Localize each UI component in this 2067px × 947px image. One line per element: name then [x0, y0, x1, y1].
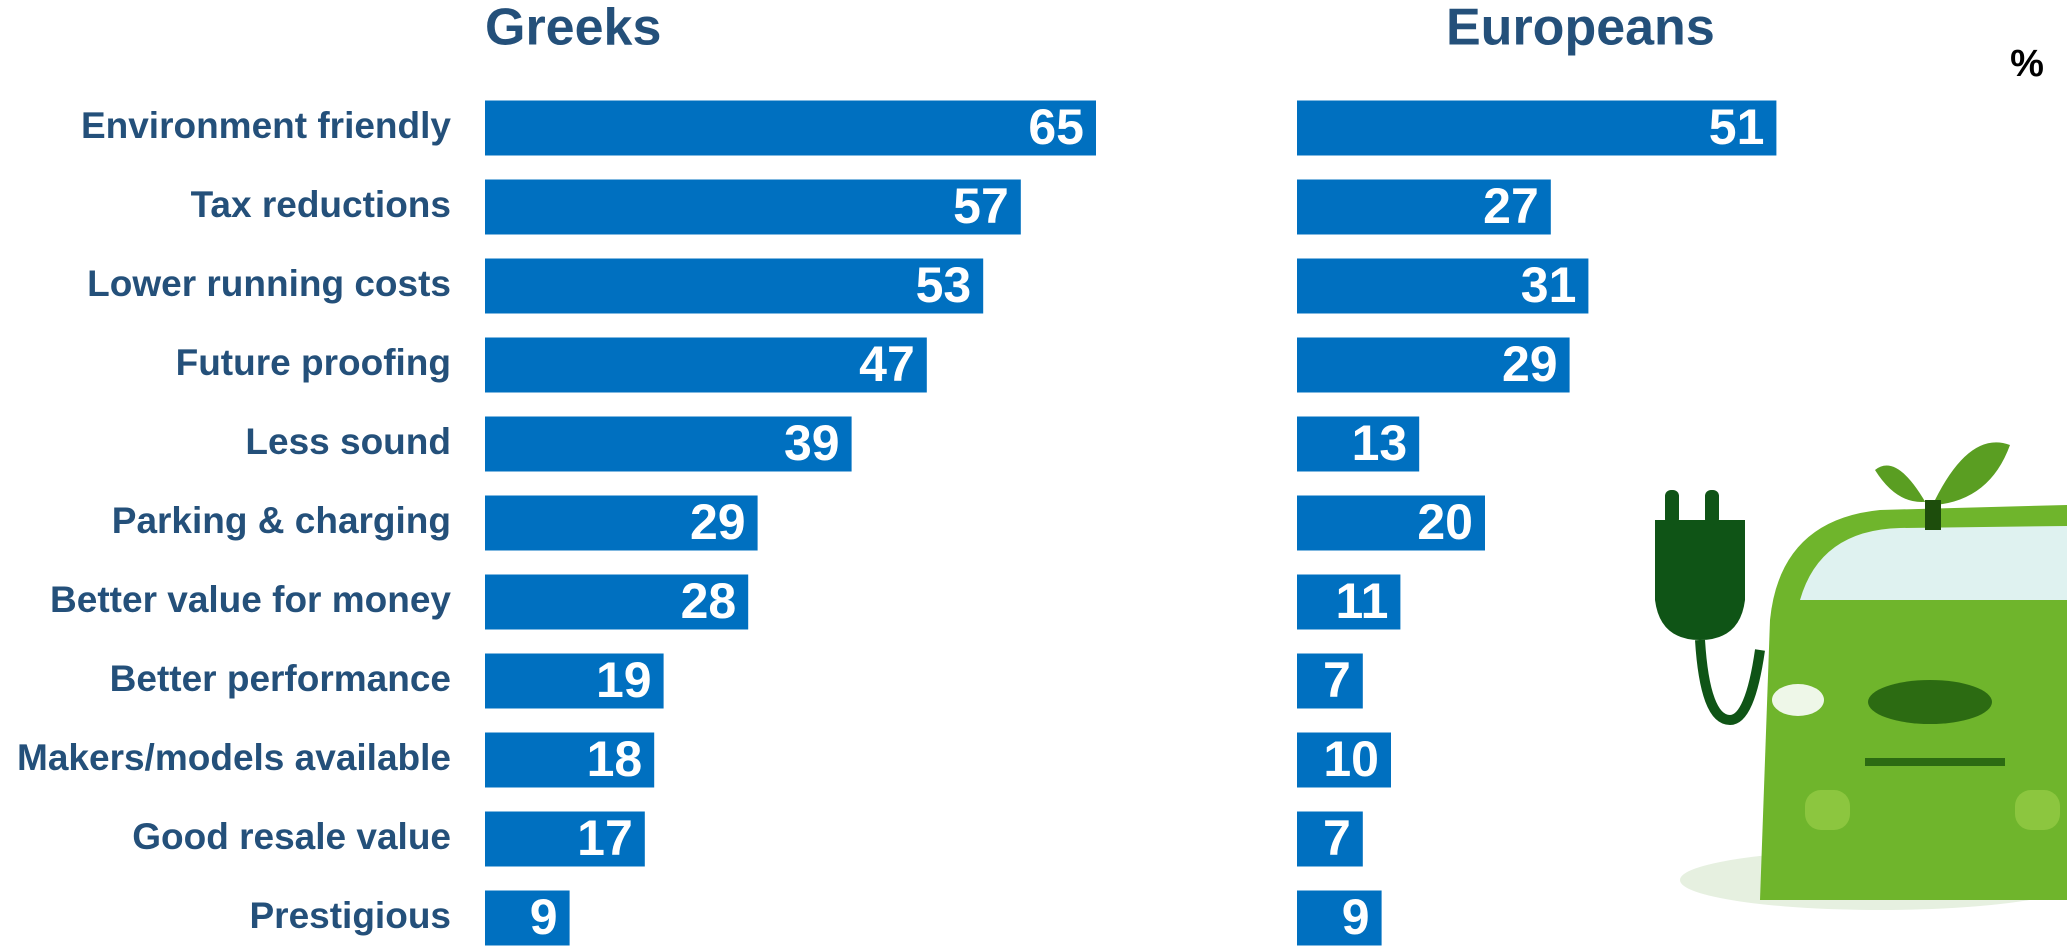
value-label: 9: [530, 889, 558, 945]
category-label: Tax reductions: [191, 184, 451, 225]
chart-title: Europeans: [1446, 0, 1715, 57]
category-label: Lower running costs: [87, 263, 451, 304]
value-label: 28: [681, 573, 737, 629]
bar: [485, 180, 1021, 235]
value-label: 19: [596, 652, 652, 708]
chart-title: Greeks: [485, 0, 661, 57]
value-label: 47: [859, 336, 915, 392]
value-label: 31: [1521, 257, 1577, 313]
value-label: 53: [916, 257, 972, 313]
category-label: Better performance: [110, 658, 451, 699]
value-label: 13: [1352, 415, 1408, 471]
value-label: 18: [587, 731, 643, 787]
value-label: 20: [1417, 494, 1473, 550]
bar: [485, 259, 983, 314]
category-label: Future proofing: [176, 342, 451, 383]
value-label: 7: [1323, 810, 1351, 866]
category-label: Better value for money: [50, 579, 451, 620]
category-label: Good resale value: [132, 816, 451, 857]
bar: [1297, 101, 1776, 156]
value-label: 7: [1323, 652, 1351, 708]
category-label: Environment friendly: [81, 105, 451, 146]
value-label: 29: [1502, 336, 1558, 392]
value-label: 10: [1323, 731, 1379, 787]
value-label: 11: [1336, 573, 1389, 629]
value-label: 39: [784, 415, 840, 471]
value-label: 65: [1028, 99, 1084, 155]
value-label: 51: [1709, 99, 1765, 155]
chart: % Greeks Environment friendly 65 Tax reduct…: [0, 0, 2067, 947]
category-label: Less sound: [245, 421, 451, 462]
car-illustration: [1655, 442, 2067, 910]
bar: [485, 101, 1096, 156]
category-label: Parking & charging: [112, 500, 451, 541]
value-label: 29: [690, 494, 746, 550]
value-label: 17: [577, 810, 633, 866]
unit-label: %: [2010, 43, 2044, 85]
value-label: 27: [1483, 178, 1539, 234]
category-label: Makers/models available: [17, 737, 451, 778]
value-label: 57: [953, 178, 1009, 234]
value-label: 9: [1342, 889, 1370, 945]
category-label: Prestigious: [250, 895, 452, 936]
